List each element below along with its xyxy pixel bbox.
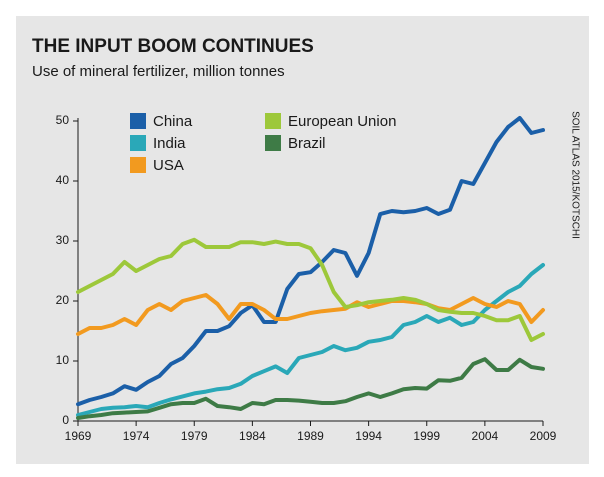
line	[76, 293, 545, 336]
x-tick-label: 2004	[472, 429, 499, 443]
legend-swatch	[130, 135, 146, 151]
line	[76, 237, 545, 342]
y-tick-label: 0	[62, 413, 69, 427]
legend-label: India	[153, 135, 186, 152]
y-tick-label: 20	[56, 293, 70, 307]
x-tick-label: 1989	[297, 429, 324, 443]
x-tick-label: 1994	[355, 429, 382, 443]
line	[76, 116, 545, 407]
legend-swatch	[130, 113, 146, 129]
legend-swatch	[265, 135, 281, 151]
x-tick-label: 1974	[123, 429, 150, 443]
x-tick-label: 1969	[65, 429, 92, 443]
legend-swatch	[130, 157, 146, 173]
x-tick-label: 1984	[239, 429, 266, 443]
chart-title: THE INPUT BOOM CONTINUES	[32, 36, 314, 57]
panel	[16, 16, 589, 464]
line	[76, 263, 545, 417]
legend-swatch	[265, 113, 281, 129]
y-tick-label: 40	[56, 173, 70, 187]
legend-label: European Union	[288, 113, 396, 130]
x-tick-label: 1999	[413, 429, 440, 443]
source: SOIL ATLAS 2015/KOTSCHI	[569, 111, 580, 239]
legend-label: China	[153, 113, 193, 130]
y-tick-label: 10	[56, 353, 70, 367]
chart-subtitle: Use of mineral fertilizer, million tonne…	[32, 63, 285, 80]
y-tick-label: 30	[56, 233, 70, 247]
legend-label: Brazil	[288, 135, 326, 152]
y-tick-label: 50	[56, 113, 70, 127]
legend-label: USA	[153, 157, 184, 174]
x-tick-label: 1979	[181, 429, 208, 443]
x-tick-label: 2009	[530, 429, 557, 443]
line	[76, 357, 545, 420]
